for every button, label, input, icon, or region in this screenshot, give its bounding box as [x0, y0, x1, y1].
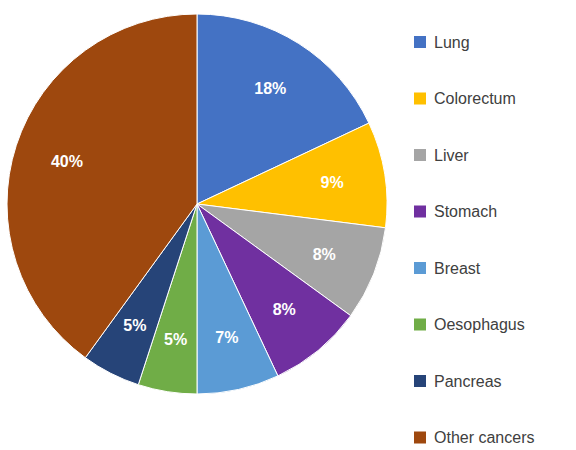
data-label: 9%: [321, 174, 344, 191]
legend-label: Stomach: [434, 203, 497, 220]
legend-swatch: [414, 36, 426, 48]
legend-label: Breast: [434, 260, 481, 277]
legend-item: Lung: [414, 34, 470, 51]
legend: Lung Colorectum Liver Stomach Breast Oesophag…: [414, 34, 534, 447]
legend-swatch: [414, 319, 426, 331]
legend-swatch: [414, 206, 426, 218]
data-label: 5%: [164, 331, 187, 348]
data-label: 18%: [254, 80, 286, 97]
legend-swatch: [414, 375, 426, 387]
data-label: 5%: [123, 317, 146, 334]
legend-swatch: [414, 149, 426, 161]
data-label: 7%: [215, 329, 238, 346]
legend-label: Oesophagus: [434, 316, 525, 333]
legend-item: Oesophagus: [414, 316, 525, 333]
legend-label: Liver: [434, 147, 469, 164]
pie: [7, 14, 387, 394]
legend-item: Breast: [414, 260, 481, 277]
legend-swatch: [414, 432, 426, 444]
legend-label: Pancreas: [434, 373, 502, 390]
legend-item: Stomach: [414, 203, 497, 220]
data-label: 8%: [313, 246, 336, 263]
legend-label: Colorectum: [434, 90, 516, 107]
data-label: 40%: [51, 153, 83, 170]
chart: 18% 9% 8% 8% 7% 5% 5% 40% Lung Colorectum Liver Sto…: [0, 0, 576, 450]
pie-slice: [197, 204, 278, 394]
legend-item: Other cancers: [414, 429, 534, 446]
legend-item: Colorectum: [414, 90, 516, 107]
pie-slice: [7, 14, 197, 358]
legend-item: Liver: [414, 147, 469, 164]
legend-swatch: [414, 262, 426, 274]
legend-swatch: [414, 93, 426, 105]
legend-label: Lung: [434, 34, 470, 51]
legend-label: Other cancers: [434, 429, 534, 446]
data-labels: 18% 9% 8% 8% 7% 5% 5% 40%: [51, 80, 344, 348]
legend-item: Pancreas: [414, 373, 502, 390]
data-label: 8%: [273, 301, 296, 318]
